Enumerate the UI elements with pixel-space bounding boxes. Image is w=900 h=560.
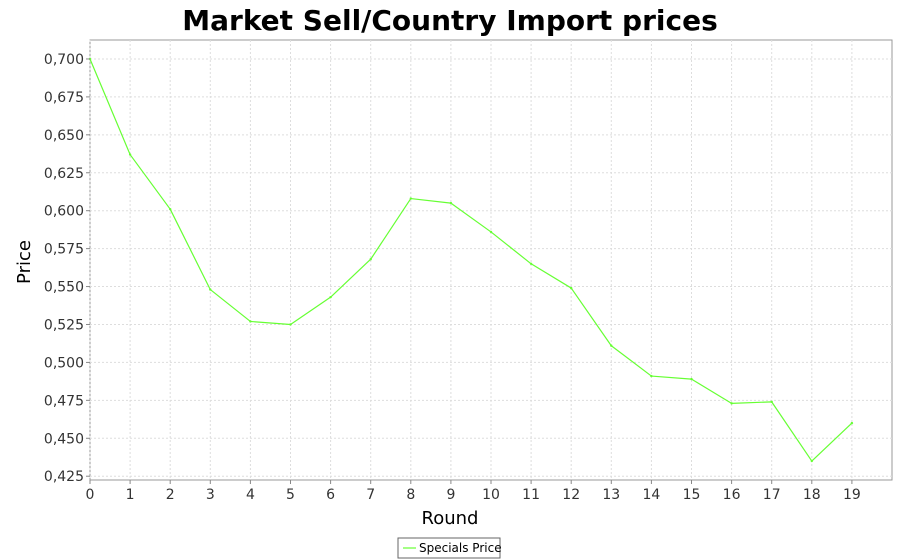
- data-point: [449, 201, 453, 205]
- x-tick-label: 16: [723, 487, 741, 503]
- legend-box: [397, 537, 501, 559]
- x-tick-label: 9: [446, 487, 455, 503]
- data-point: [489, 230, 493, 234]
- x-tick-label: 14: [642, 487, 660, 503]
- data-point: [369, 258, 372, 261]
- chart-title: Market Sell/Country Import prices: [182, 4, 718, 37]
- y-tick-label: 0,550: [44, 280, 84, 296]
- data-point: [209, 288, 212, 291]
- x-tick-label: 6: [326, 487, 335, 503]
- legend-label: Specials Price: [419, 541, 502, 555]
- series-line-specials-price: [89, 58, 853, 462]
- data-point: [329, 295, 332, 299]
- y-tick-label: 0,425: [44, 469, 84, 485]
- data-point: [730, 402, 733, 405]
- x-tick-label: 12: [562, 487, 580, 503]
- data-point: [650, 374, 653, 378]
- y-tick-label: 0,700: [44, 52, 84, 68]
- y-tick-label: 0,500: [44, 355, 84, 371]
- x-tick-label: 19: [843, 487, 861, 503]
- x-tick-label: 10: [482, 487, 500, 503]
- series-layer: [88, 57, 854, 463]
- x-tick-label: 7: [366, 487, 375, 503]
- x-tick-label: 11: [522, 487, 540, 503]
- y-tick-label: 0,450: [44, 431, 84, 447]
- data-point: [810, 459, 813, 463]
- x-axis: 0 1 2 3 4 5 6 7 8 9 10 11 12 13 14 15 16 17 18 19: [86, 480, 861, 503]
- data-point: [610, 344, 613, 347]
- x-tick-label: 1: [126, 487, 135, 503]
- data-point: [770, 400, 773, 404]
- data-point: [289, 323, 292, 326]
- data-point: [169, 207, 172, 211]
- data-point: [529, 262, 533, 265]
- y-tick-label: 0,600: [44, 204, 84, 220]
- legend: Specials Price: [397, 537, 502, 559]
- x-tick-label: 8: [406, 487, 415, 503]
- data-point: [128, 153, 132, 156]
- y-tick-label: 0,575: [44, 242, 84, 258]
- x-tick-label: 5: [286, 487, 295, 503]
- data-point: [249, 320, 252, 323]
- x-tick-label: 2: [166, 487, 175, 503]
- data-point: [850, 421, 854, 425]
- y-tick-label: 0,525: [44, 317, 84, 333]
- y-axis: 0,425 0,450 0,475 0,500 0,525 0,550 0,575 0,600…: [44, 52, 90, 485]
- x-tick-label: 15: [683, 487, 701, 503]
- x-tick-label: 18: [803, 487, 821, 503]
- x-tick-label: 0: [86, 487, 95, 503]
- x-axis-label: Round: [422, 508, 479, 529]
- y-tick-label: 0,475: [44, 393, 84, 409]
- y-tick-label: 0,675: [44, 90, 84, 106]
- x-tick-label: 17: [763, 487, 781, 503]
- data-point: [570, 286, 573, 290]
- data-point: [690, 377, 693, 381]
- x-tick-label: 4: [246, 487, 255, 503]
- x-tick-label: 13: [602, 487, 620, 503]
- plot-area: [88, 39, 893, 481]
- data-point: [409, 197, 412, 200]
- y-tick-label: 0,625: [44, 166, 84, 182]
- y-tick-label: 0,650: [44, 128, 84, 144]
- x-tick-label: 3: [206, 487, 215, 503]
- y-axis-label: Price: [14, 240, 35, 284]
